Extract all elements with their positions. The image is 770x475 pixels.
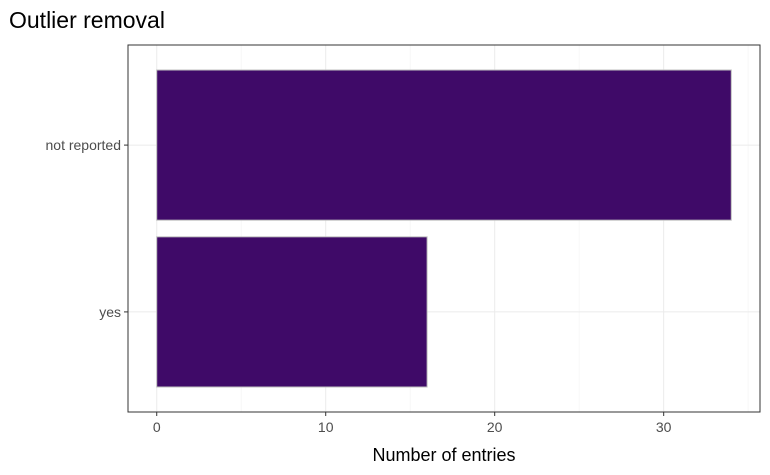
y-tick-label: not reported bbox=[46, 137, 122, 153]
x-tick-label: 10 bbox=[318, 419, 334, 435]
y-tick-label: yes bbox=[99, 304, 121, 320]
panel-border bbox=[127, 44, 761, 413]
x-tick-label: 30 bbox=[656, 419, 672, 435]
chart-title: Outlier removal bbox=[9, 7, 165, 33]
bar-not-reported bbox=[156, 69, 732, 221]
bar-yes bbox=[156, 236, 428, 388]
x-axis-title: Number of entries bbox=[372, 445, 515, 465]
bars bbox=[156, 69, 732, 388]
x-tick-label: 0 bbox=[153, 419, 161, 435]
y-axis: not reported yes bbox=[46, 137, 128, 320]
x-tick-label: 20 bbox=[487, 419, 503, 435]
x-axis: 0 10 20 30 bbox=[153, 412, 672, 435]
